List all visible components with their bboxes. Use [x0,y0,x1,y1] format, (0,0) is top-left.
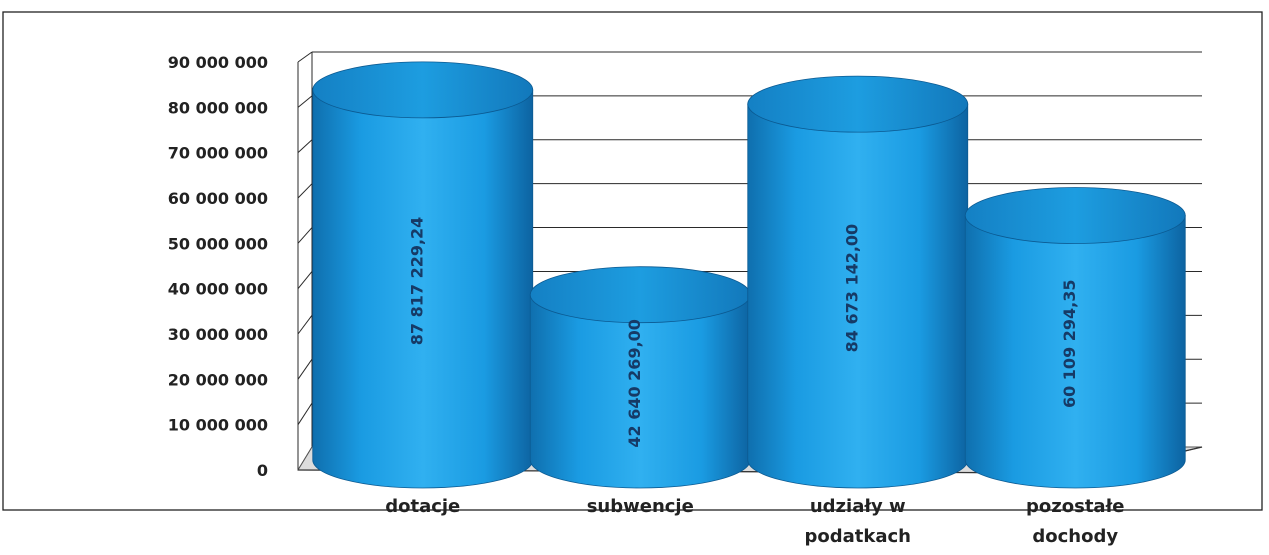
y-tick-label: 20 000 000 [168,370,268,389]
bar-body [312,89,534,489]
x-category-label: dotacje [385,496,460,517]
bar-body [964,215,1186,489]
x-category-label: pozostałe dochody [1026,496,1124,547]
bar-value-label: 42 640 269,00 [625,319,644,448]
y-tick-label: 50 000 000 [168,234,268,253]
gridline-side [297,315,313,335]
y-tick-label: 10 000 000 [168,416,268,435]
gridline-side [297,358,313,380]
gridline-side [297,271,313,289]
bar-top [747,75,969,133]
gridline-side [297,139,313,154]
bar-top [964,187,1186,244]
y-tick-label: 80 000 000 [168,98,268,117]
bar-value-label: 87 817 229,24 [408,217,427,346]
bar-body [529,294,751,489]
bar-value-label: 84 673 142,00 [843,224,862,353]
bar: 84 673 142,00 [747,75,969,489]
y-tick-label: 40 000 000 [168,280,268,299]
x-category-label: subwencje [587,496,694,517]
x-category-line: pozostałe [1026,496,1124,517]
bar: 60 109 294,35 [964,187,1186,489]
bar: 42 640 269,00 [529,266,751,489]
y-tick-label: 90 000 000 [168,53,268,72]
gridline-side [297,402,313,425]
bar-body [747,103,969,489]
x-category-line: podatkach [805,526,912,547]
y-tick-label: 30 000 000 [168,325,268,344]
bar-top [312,61,534,119]
x-category-line: dotacje [385,496,460,517]
bar-value-label: 60 109 294,35 [1060,279,1079,408]
x-category-line: udziały w [810,496,906,517]
x-category-label: udziały w podatkach [805,496,912,547]
gridline-side [297,183,313,199]
gridline-side [297,95,313,108]
x-category-line: subwencje [587,496,694,517]
bar-top [529,266,751,324]
bar: 87 817 229,24 [312,61,534,489]
y-tick-label: 60 000 000 [168,189,268,208]
y-tick-label: 70 000 000 [168,144,268,163]
y-tick-label: 0 [257,461,268,480]
x-category-line: dochody [1032,526,1118,547]
gridline-side [297,227,313,244]
gridline-side [297,51,313,63]
